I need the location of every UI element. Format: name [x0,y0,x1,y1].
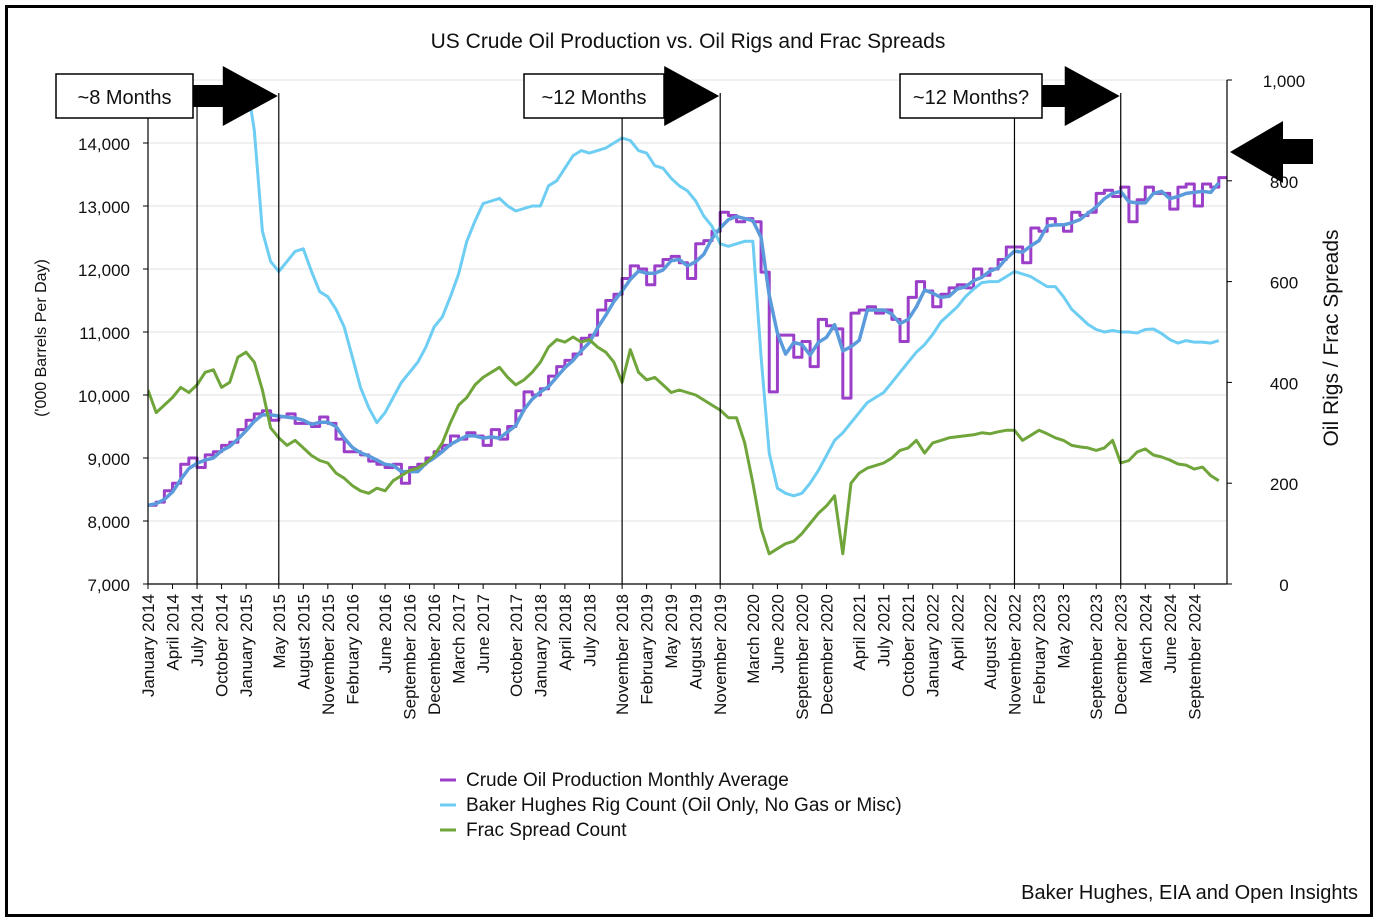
chart-title: US Crude Oil Production vs. Oil Rigs and… [431,30,946,53]
legend: Crude Oil Production Monthly Average Bake… [440,770,902,841]
annotation-box [899,73,1043,119]
legend-label: Crude Oil Production Monthly Average [466,770,789,791]
x-tick-label: May 2015 [270,594,289,669]
x-tick-label: April 2021 [850,594,869,671]
chart-frame: US Crude Oil Production vs. Oil Rigs and… [5,5,1373,917]
y-left-tick-label: 11,000 [79,324,130,343]
x-tick-label: November 2022 [1005,594,1024,715]
y-right-tick-label: 0 [1279,576,1288,595]
x-tick-label: January 2022 [924,594,943,697]
series-group [148,335,1220,556]
y-right-tick-label: 400 [1270,374,1298,393]
series-line [148,335,1220,556]
x-tick-label: February 2016 [343,594,362,705]
x-tick-label: June 2024 [1161,594,1180,673]
x-tick-label: January 2015 [237,594,256,697]
x-tick-label: July 2014 [188,594,207,667]
series-layer [148,80,1227,556]
y-right-tick-label: 200 [1270,475,1298,494]
x-tick-label: August 2019 [687,594,706,689]
annotation-arrow [193,66,278,126]
series-group [148,176,1227,508]
x-tick-label: February 2023 [1030,594,1049,705]
x-tick-label: October 2021 [899,594,918,697]
x-tick-label: June 2017 [474,594,493,673]
annotation-arrow [1042,66,1120,126]
y-left-tick-label: 9,000 [87,450,130,469]
x-tick-label: December 2016 [425,594,444,715]
annotation-arrow [664,66,720,126]
y-right-tick-label: 600 [1270,274,1298,293]
y-left-tick-label: 14,000 [78,135,130,154]
x-tick-label: January 2018 [531,594,550,697]
chart-svg: US Crude Oil Production vs. Oil Rigs and… [33,30,1358,904]
annotation-box [55,73,194,119]
legend-label: Frac Spread Count [466,820,627,841]
x-tick-label: March 2017 [450,594,469,684]
x-tick-label: March 2024 [1136,594,1155,684]
annotation-label: ~12 Months? [913,87,1029,109]
x-tick-label: October 2014 [213,594,232,697]
annotations: ~8 Months ~12 Months ~12 Months? [55,66,1313,183]
x-tick-label: September 2023 [1087,594,1106,720]
x-tick-label: June 2016 [376,594,395,673]
annotation-lines [196,93,1122,584]
y-axis-right-label: Oil Rigs / Frac Spreads [1320,229,1343,446]
x-tick-label: May 2023 [1055,594,1074,669]
y-left-tick-label: 8,000 [87,513,130,532]
axes: 7,000 8,000 9,000 10,000 11,000 12,000 13,000 1… [78,72,1305,720]
x-tick-label: November 2015 [319,594,338,715]
x-tick-label: August 2022 [981,594,1000,689]
x-tick-label: May 2019 [662,594,681,669]
y-left-tick-label: 7,000 [87,576,130,595]
x-tick-label: February 2019 [638,594,657,705]
x-tick-label: December 2023 [1112,594,1131,715]
x-tick-label: January 2014 [139,594,158,697]
x-tick-label: April 2018 [556,594,575,671]
x-tick-label: December 2020 [817,594,836,715]
x-tick-label: October 2017 [507,594,526,697]
annotation-label: ~12 Months [541,87,646,109]
series-line [244,80,1220,498]
x-tick-label: August 2015 [294,594,313,689]
x-tick-label: November 2019 [711,594,730,715]
source-note: Baker Hughes, EIA and Open Insights [1021,882,1358,904]
series-line [148,176,1227,507]
legend-label: Baker Hughes Rig Count (Oil Only, No Gas… [466,795,902,816]
annotation-label: ~8 Months [78,87,172,109]
series-group [244,80,1220,498]
annotation-box [523,73,665,119]
x-tick-label: April 2022 [948,594,967,671]
x-tick-label: July 2018 [580,594,599,667]
x-tick-label: September 2024 [1185,594,1204,720]
y-left-tick-label: 13,000 [78,198,130,217]
x-tick-label: March 2020 [744,594,763,684]
x-tick-label: September 2020 [793,594,812,720]
x-tick-label: November 2018 [613,594,632,715]
current-level-arrow [1230,121,1313,183]
y-left-tick-label: 10,000 [78,387,130,406]
y-left-tick-label: 12,000 [78,261,130,280]
x-tick-label: April 2014 [164,594,183,671]
y-right-tick-label: 1,000 [1263,72,1306,91]
x-tick-label: September 2016 [401,594,420,720]
x-tick-label: June 2020 [768,594,787,673]
y-axis-left-label: ('000 Barrels Per Day) [33,259,50,417]
production-trend-line [148,181,1221,508]
x-tick-label: July 2021 [875,594,894,667]
